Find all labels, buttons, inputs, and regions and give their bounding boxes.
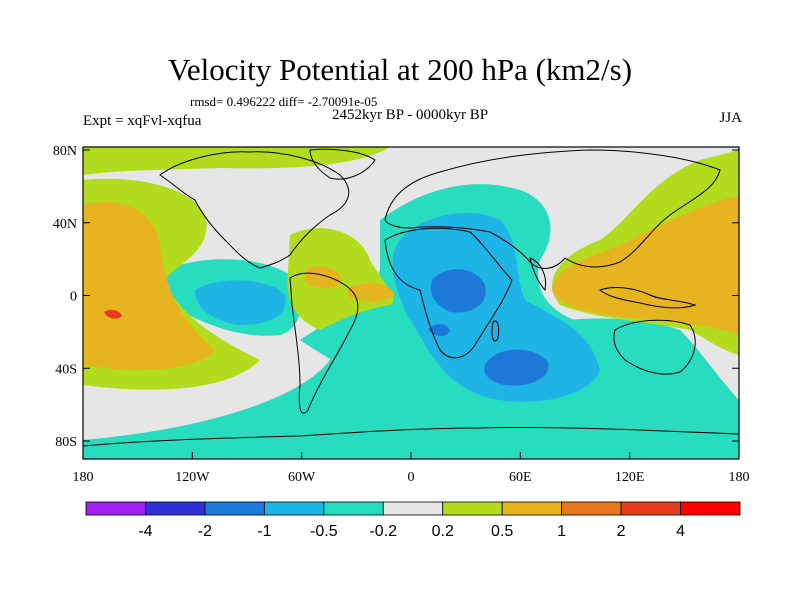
colorbar-swatch <box>501 501 563 516</box>
neg-mid-east-pacific <box>195 280 286 325</box>
pos-mid-central-pacific <box>83 201 215 370</box>
coast-australia <box>613 319 696 375</box>
colorbar-label: 1 <box>557 523 566 540</box>
pos-weak-arctic <box>83 147 390 175</box>
coast-antarctica <box>83 426 739 447</box>
lon-tick-label: 60W <box>288 470 316 485</box>
lon-tick-label: 60E <box>509 470 532 485</box>
colorbar-label: -1 <box>257 523 271 540</box>
lat-tick-label: 40S <box>55 362 77 377</box>
neg-core-small <box>428 324 450 336</box>
coast-eurasia <box>384 149 721 269</box>
colorbar-label: -0.5 <box>310 523 338 540</box>
colorbar-swatch <box>382 501 444 516</box>
plot-title: Velocity Potential at 200 hPa (km2/s) <box>167 52 633 87</box>
lon-tick-label: 0 <box>408 470 415 485</box>
colorbar-label: -4 <box>138 523 152 540</box>
colorbar-swatch <box>442 501 503 516</box>
coast-india <box>529 257 547 292</box>
colorbar-swatch <box>561 501 622 516</box>
coast-greenland <box>309 148 376 180</box>
colorbar-label: 0.5 <box>491 523 513 540</box>
pos-mid-south-america <box>305 266 342 288</box>
period-label: 2452kyr BP - 0000kyr BP <box>331 107 489 123</box>
season-label: JJA <box>719 110 742 126</box>
neg-core-indian-ocean <box>484 349 549 386</box>
colorbar-swatch <box>204 501 265 516</box>
colorbar-label: 0.2 <box>432 523 454 540</box>
coast-madagascar <box>491 320 500 342</box>
colorbar-swatch <box>680 501 741 516</box>
lat-tick-label: 40N <box>53 217 77 232</box>
pos-peak-central-pacific <box>104 309 122 319</box>
coast-africa <box>384 227 513 359</box>
colorbar-swatch <box>323 501 384 516</box>
coast-north-america <box>159 151 350 269</box>
lat-tick-label: 0 <box>70 290 77 305</box>
colorbar-label: -0.2 <box>369 523 397 540</box>
lon-tick-label: 120E <box>615 470 645 485</box>
lat-tick-label: 80N <box>53 144 77 159</box>
colorbar-swatch <box>145 501 206 516</box>
coast-maritime-continent <box>598 287 697 309</box>
lon-tick-label: 180 <box>729 470 750 485</box>
coast-south-america <box>289 272 359 414</box>
colorbar-label: 2 <box>617 523 626 540</box>
colorbar-label: -2 <box>198 523 212 540</box>
coastlines <box>83 148 739 447</box>
neg-core-africa <box>430 269 486 313</box>
experiment-label: Expt = xqFvl-xqfua <box>83 113 202 129</box>
pos-mid-west-pacific <box>552 195 739 335</box>
colorbar-swatch <box>263 501 325 516</box>
colorbar-swatch <box>85 501 146 516</box>
axis-ticks: 80N 40N 0 40S 80S 180 120W 60W 0 60E 120E 180 <box>53 144 750 485</box>
pos-mid-tropical-atlantic <box>348 283 395 302</box>
colorbar-label: 4 <box>676 523 685 540</box>
stats-label: rmsd= 0.496222 diff= -2.70091e-05 <box>190 94 378 109</box>
colorbar: -4 -2 -1 -0.5 -0.2 0.2 0.5 1 2 4 <box>85 501 741 540</box>
lon-tick-label: 120W <box>175 470 210 485</box>
lat-tick-label: 80S <box>55 435 77 450</box>
contour-field <box>83 147 739 459</box>
colorbar-swatch <box>620 501 681 516</box>
lon-tick-label: 180 <box>73 470 94 485</box>
